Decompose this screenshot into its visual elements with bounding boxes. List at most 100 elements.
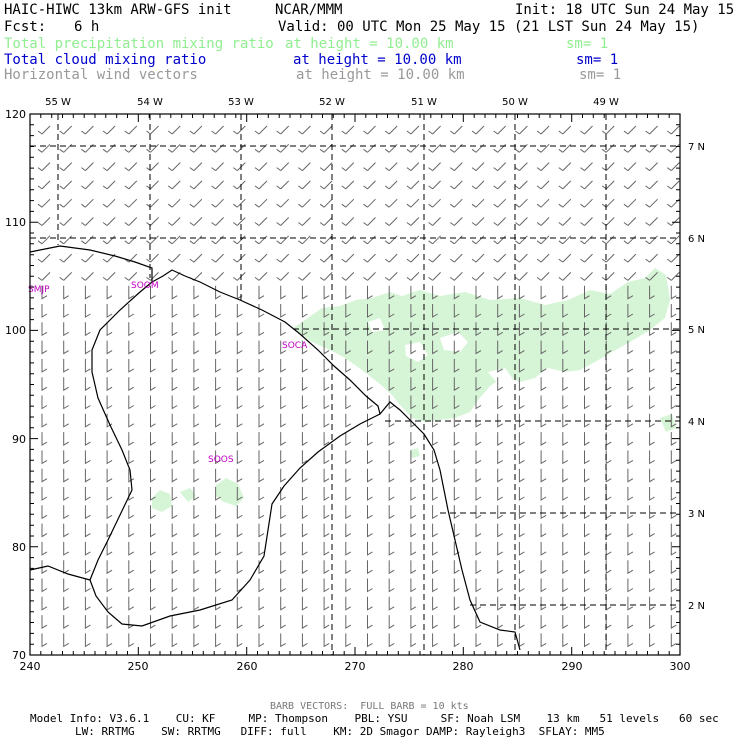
- wind-barb: [84, 596, 91, 611]
- wind-barb: [627, 578, 634, 593]
- wind-barb: [341, 253, 355, 263]
- field-height-cloud: at height = 10.00 km: [293, 52, 462, 68]
- wind-barb: [518, 615, 525, 629]
- wind-barb: [189, 198, 203, 208]
- wind-barb: [128, 541, 135, 556]
- wind-barb: [280, 468, 286, 483]
- wind-barb: [432, 322, 438, 337]
- lon-label-50w: 50 W: [502, 97, 528, 108]
- wind-barb: [406, 253, 420, 263]
- wind-barb: [193, 340, 200, 355]
- wind-barb: [106, 578, 113, 593]
- wind-barb: [518, 596, 525, 611]
- wind-barb: [432, 615, 438, 629]
- wind-barb: [384, 217, 398, 226]
- wind-barb: [410, 541, 417, 556]
- wind-barb: [605, 541, 612, 556]
- wind-barb: [428, 198, 441, 208]
- wind-barb: [41, 633, 48, 648]
- wind-barb: [301, 596, 308, 611]
- wind-barb: [584, 468, 590, 483]
- wind-barb: [605, 560, 612, 575]
- wind-barb: [215, 432, 221, 446]
- wind-barb: [432, 304, 438, 318]
- wind-barb: [84, 615, 91, 629]
- wind-barb: [367, 432, 373, 446]
- y-tick-100: 100: [5, 324, 26, 337]
- wind-barb: [471, 180, 485, 190]
- wind-barb: [558, 198, 572, 208]
- wind-barb: [670, 413, 677, 428]
- lat-label-3n: 3 N: [688, 509, 705, 520]
- wind-barb: [301, 487, 308, 501]
- wind-barb: [211, 272, 224, 281]
- wind-barb: [540, 487, 547, 501]
- wind-barb: [428, 125, 441, 135]
- wind-barb: [363, 217, 376, 226]
- wind-barb: [432, 395, 438, 410]
- wind-barb: [670, 285, 677, 300]
- wind-barb: [558, 143, 572, 153]
- x-tick-300: 300: [670, 660, 691, 673]
- wind-barb: [493, 217, 507, 226]
- wind-barb: [432, 578, 438, 593]
- wind-barb: [124, 162, 138, 171]
- wind-barb: [388, 358, 395, 373]
- wind-barb: [518, 633, 525, 648]
- wind-barb: [41, 596, 48, 611]
- wind-barb: [518, 487, 525, 501]
- wind-barb: [319, 217, 333, 226]
- precipitation-field: [152, 268, 676, 512]
- wind-barb: [345, 322, 352, 337]
- wind-barb: [475, 358, 482, 373]
- wind-barb: [367, 340, 373, 355]
- wind-barb: [667, 125, 680, 135]
- wind-barb: [345, 487, 352, 501]
- wind-barb: [211, 253, 224, 263]
- wind-barb: [171, 487, 178, 501]
- wind-barb: [276, 217, 290, 226]
- wind-barb: [146, 143, 159, 153]
- wind-barb: [406, 198, 420, 208]
- lat-label-2n: 2 N: [688, 601, 705, 612]
- wind-barb: [450, 272, 463, 281]
- x-tick-270: 270: [345, 660, 366, 673]
- wind-barb: [323, 541, 330, 556]
- wind-barb: [189, 162, 203, 171]
- wind-barb: [63, 395, 69, 410]
- wind-barb: [453, 633, 460, 648]
- wind-barb: [388, 596, 395, 611]
- wind-barb: [667, 235, 680, 245]
- wind-barb: [605, 432, 612, 446]
- wind-barb: [106, 487, 113, 501]
- wind-barb: [298, 217, 311, 226]
- wind-barb: [323, 377, 330, 392]
- precip-blob-5: [410, 448, 420, 458]
- wind-barb: [667, 253, 680, 263]
- wind-barb: [41, 560, 48, 575]
- wind-barb: [171, 633, 178, 648]
- wind-barb: [171, 340, 178, 355]
- lon-label-51w: 51 W: [411, 97, 437, 108]
- wind-barb: [410, 285, 417, 300]
- wind-barb: [41, 523, 48, 538]
- wind-barb: [388, 487, 395, 501]
- wind-barb: [670, 450, 677, 465]
- lat-lon-grid: [30, 114, 680, 655]
- wind-barb: [605, 523, 612, 538]
- wind-barb: [236, 560, 243, 575]
- wind-barb: [558, 125, 572, 135]
- wind-barb: [363, 272, 376, 281]
- wind-barb: [128, 468, 135, 483]
- wind-barb: [558, 253, 572, 263]
- wind-barb: [515, 125, 528, 135]
- wind-barb: [150, 413, 156, 428]
- wind-barb: [627, 413, 634, 428]
- wind-barb: [37, 143, 51, 153]
- wind-barb: [497, 304, 503, 318]
- wind-barb: [167, 180, 181, 190]
- wind-barb: [367, 450, 373, 465]
- precip-blob-3: [215, 478, 244, 506]
- wind-barb: [276, 143, 290, 153]
- wind-barb: [428, 235, 441, 245]
